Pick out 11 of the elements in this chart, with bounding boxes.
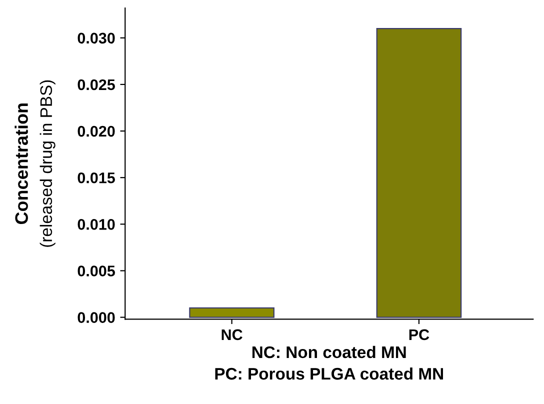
x-axis-title: NC: Non coated MN PC: Porous PLGA coated MN [215,346,443,380]
x-tick-label: NC [222,329,242,340]
x-tick-label: PC [409,329,430,340]
y-tick-label: 0.020 [78,126,115,137]
y-tick-label: 0.030 [78,32,115,44]
y-tick-label: 0.010 [78,219,115,230]
y-tick-label: 0.005 [78,266,115,276]
y-tick-label: 0.015 [78,172,115,184]
y-axis-title: Concentration (released drug in PBS) [14,80,56,247]
y-tick-label: 0.000 [78,312,115,323]
y-tick-label: 0.025 [78,79,115,90]
